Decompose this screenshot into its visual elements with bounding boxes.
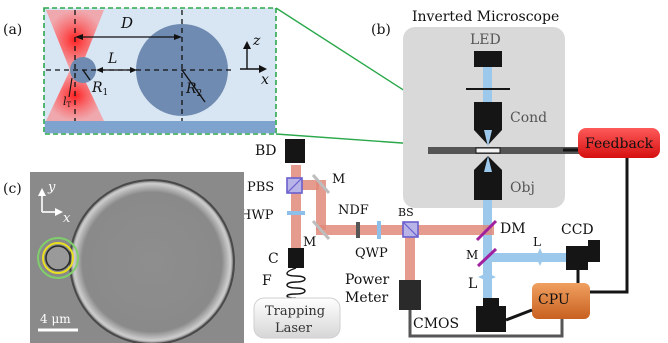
feedback-wire xyxy=(587,158,629,294)
mirror-m-blue xyxy=(476,247,498,268)
d-arrow-head-left xyxy=(75,34,83,40)
trapped-particle-green xyxy=(37,237,79,279)
label-l: L xyxy=(107,51,117,67)
hwp-plate xyxy=(287,211,305,215)
panel-c-label: (c) xyxy=(3,181,22,197)
feedback-box xyxy=(578,128,660,158)
sample-stage xyxy=(428,147,580,154)
condenser xyxy=(474,102,502,145)
bs-beam-down xyxy=(405,235,415,280)
power-meter xyxy=(399,280,421,310)
fiber-coil xyxy=(286,267,306,299)
ccd-camera xyxy=(566,246,588,270)
label-m-blue: M xyxy=(466,248,478,262)
trapping-laser-box xyxy=(253,297,341,339)
ccd-lens-mount xyxy=(588,240,600,262)
label-c-y: y xyxy=(47,180,56,195)
label-bs: BS xyxy=(398,206,414,219)
label-hwp: HWP xyxy=(240,208,274,223)
lens-l-cmos xyxy=(478,273,496,281)
led-block xyxy=(474,51,502,67)
lens-l-ccd xyxy=(536,248,544,266)
label-feedback: Feedback xyxy=(585,136,654,152)
qwp-plate xyxy=(377,221,381,239)
label-obj: Obj xyxy=(510,180,535,196)
dichroic-mirror xyxy=(475,219,498,242)
objective-beam xyxy=(483,200,492,298)
label-meter: Meter xyxy=(345,290,389,306)
label-cmos: CMOS xyxy=(413,316,459,332)
label-ndf: NDF xyxy=(338,203,369,218)
substrate-strip xyxy=(45,121,275,133)
obj-focus-beam xyxy=(484,156,492,172)
label-power: Power xyxy=(345,272,390,288)
label-z: z xyxy=(252,33,261,49)
label-led: LED xyxy=(470,32,501,48)
ndf-filter xyxy=(356,222,360,238)
cond-beam xyxy=(483,90,492,102)
label-dm: DM xyxy=(500,221,526,237)
mirror-bottom xyxy=(311,220,331,240)
mirror-top xyxy=(311,174,331,194)
label-r2: R2 xyxy=(185,81,202,99)
objective xyxy=(474,156,502,200)
label-x: x xyxy=(261,72,269,88)
beam-to-ccd xyxy=(492,253,572,262)
laser-beam-vertical xyxy=(291,165,301,250)
r1-line xyxy=(82,69,91,81)
led-beam xyxy=(483,67,492,89)
panel-a-label: (a) xyxy=(3,22,22,38)
label-c: C xyxy=(268,251,279,267)
cmos-camera xyxy=(476,306,506,332)
trapped-particle-core xyxy=(45,245,71,271)
d-arrow-head-right xyxy=(174,34,182,40)
label-pbs: PBS xyxy=(247,180,274,195)
laser-beam-down xyxy=(316,180,326,230)
label-m-top: M xyxy=(332,172,345,187)
bd-block xyxy=(285,139,305,163)
cmos-lens-mount xyxy=(483,298,499,308)
microscope-title: Inverted Microscope xyxy=(412,9,559,25)
label-cpu: CPU xyxy=(538,292,570,308)
label-bd: BD xyxy=(255,143,277,159)
label-lt: lT xyxy=(63,95,72,109)
label-d: D xyxy=(120,14,133,32)
scale-label: 4 μm xyxy=(40,312,71,326)
c-x-axis-head xyxy=(55,208,63,216)
power-cpu-wire xyxy=(408,310,564,338)
label-f: F xyxy=(262,273,272,289)
bs-diagonal xyxy=(402,221,419,238)
cmos-cpu-wire xyxy=(505,308,533,322)
label-cond: Cond xyxy=(510,110,547,126)
panel-b-label: (b) xyxy=(371,22,391,38)
laser-beam-to-mirror xyxy=(301,180,319,190)
label-laser: Laser xyxy=(275,321,313,336)
sample-slide xyxy=(475,147,501,154)
label-c-x: x xyxy=(63,211,71,226)
large-cell xyxy=(70,180,234,343)
l-arrow-head-right xyxy=(130,67,137,73)
label-l-ccd: L xyxy=(533,235,541,249)
large-cell-inner-rim xyxy=(73,183,231,341)
label-ccd: CCD xyxy=(561,222,594,238)
l-arrow-head-left xyxy=(96,67,103,73)
r2-line xyxy=(181,69,206,103)
label-trapping: Trapping xyxy=(265,304,325,319)
lt-arrow xyxy=(68,77,73,98)
label-l-cmos: L xyxy=(468,276,477,292)
pbs-diagonal xyxy=(286,177,303,194)
collimator xyxy=(288,248,304,268)
c-y-axis-head xyxy=(38,188,46,196)
label-m-bottom: M xyxy=(303,235,316,250)
cond-focus-beam xyxy=(484,130,492,147)
trapped-particle-yellow xyxy=(42,242,74,274)
label-r1: R1 xyxy=(91,80,108,98)
cpu-box xyxy=(532,283,590,319)
label-qwp: QWP xyxy=(355,246,388,261)
z-axis-head xyxy=(243,41,251,49)
x-axis-head xyxy=(259,65,267,73)
